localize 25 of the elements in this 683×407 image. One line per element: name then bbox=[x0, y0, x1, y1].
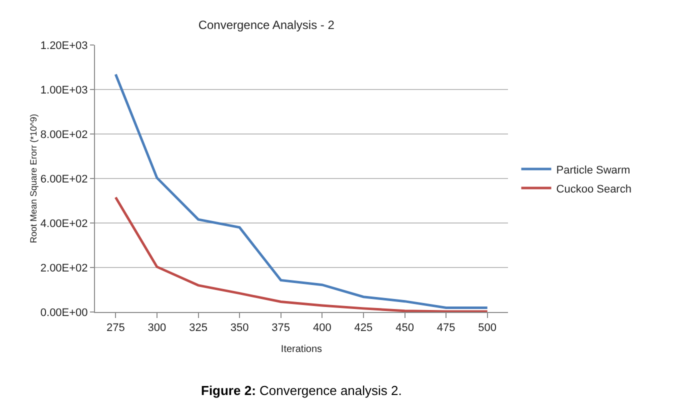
legend-label: Cuckoo Search bbox=[556, 183, 632, 196]
y-tick-label: 8.00E+02 bbox=[40, 128, 88, 141]
x-axis-title: Iterations bbox=[280, 344, 322, 355]
x-tick-label: 300 bbox=[148, 322, 166, 334]
x-tick-label: 275 bbox=[106, 322, 125, 334]
x-tick-label: 475 bbox=[436, 322, 456, 334]
y-tick-label: 2.00E+02 bbox=[40, 262, 88, 274]
x-tick-label: 500 bbox=[478, 322, 497, 334]
caption: Figure 2: Convergence analysis 2. bbox=[201, 383, 402, 398]
x-tick-label: 425 bbox=[354, 322, 373, 334]
y-tick-label: 4.00E+02 bbox=[40, 218, 88, 230]
x-tick-label: 450 bbox=[396, 322, 414, 334]
x-tick-label: 375 bbox=[272, 322, 290, 334]
y-tick-label: 6.00E+02 bbox=[40, 173, 88, 186]
x-tick-label: 350 bbox=[230, 322, 249, 334]
x-tick-label: 325 bbox=[189, 322, 208, 334]
y-tick-label: 1.00E+03 bbox=[40, 84, 88, 96]
chart-title: Convergence Analysis - 2 bbox=[198, 18, 335, 32]
y-tick-label: 0.00E+00 bbox=[40, 306, 88, 319]
x-tick-label: 400 bbox=[312, 322, 332, 334]
line-series bbox=[114, 73, 489, 310]
line-series bbox=[114, 196, 489, 312]
legend-label: Particle Swarm bbox=[556, 164, 630, 176]
y-axis-title: Root Mean Square Erorr (*10^9) bbox=[28, 114, 38, 244]
y-tick-label: 1.20E+03 bbox=[40, 40, 88, 52]
